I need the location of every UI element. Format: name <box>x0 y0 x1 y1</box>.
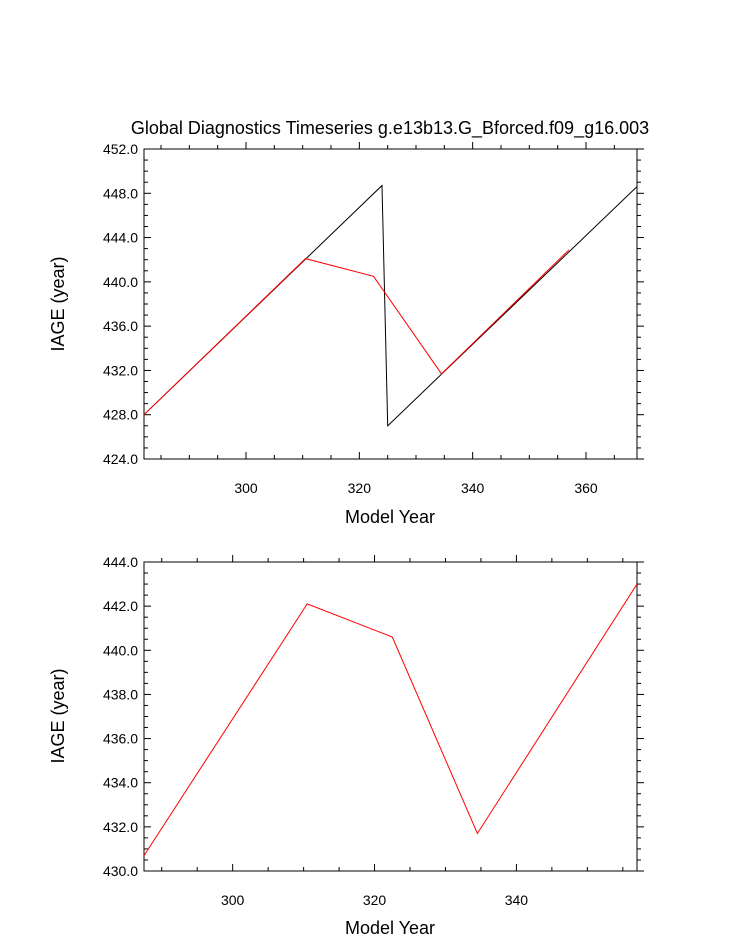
series-line-black <box>143 184 638 427</box>
y-tick-label: 444.0 <box>103 554 138 570</box>
y-tick-label: 440.0 <box>103 642 138 658</box>
y-tick-label: 428.0 <box>103 407 138 423</box>
plot-frame <box>143 561 638 872</box>
bottom-panel: Model Year IAGE (year) 300 320 340 430.0 432… <box>48 554 644 938</box>
x-axis-label: Model Year <box>345 918 435 938</box>
x-tick-label: 340 <box>505 892 529 908</box>
x-tick-label: 340 <box>461 480 485 496</box>
series-line-red <box>143 583 638 856</box>
y-tick-label: 448.0 <box>103 185 138 201</box>
series-line-red <box>143 249 570 416</box>
x-tick-label: 300 <box>234 480 258 496</box>
y-axis-label: IAGE (year) <box>48 668 68 763</box>
y-tick-label: 432.0 <box>103 819 138 835</box>
y-tick-label: 430.0 <box>103 863 138 879</box>
plot-frame <box>143 148 638 460</box>
y-tick-label: 434.0 <box>103 775 138 791</box>
y-tick-label: 440.0 <box>103 274 138 290</box>
x-tick-label: 300 <box>221 892 245 908</box>
y-tick-label: 436.0 <box>103 318 138 334</box>
x-tick-label: 360 <box>574 480 598 496</box>
chart-title: Global Diagnostics Timeseries g.e13b13.G… <box>131 118 649 139</box>
x-axis-label: Model Year <box>345 507 435 527</box>
x-tick-label: 320 <box>363 892 387 908</box>
x-tick-label: 320 <box>348 480 372 496</box>
y-tick-label: 452.0 <box>103 141 138 157</box>
y-axis-label: IAGE (year) <box>48 256 68 351</box>
y-tick-label: 432.0 <box>103 362 138 378</box>
top-panel: Global Diagnostics Timeseries g.e13b13.G… <box>48 118 649 527</box>
y-tick-label: 424.0 <box>103 451 138 467</box>
y-tick-label: 444.0 <box>103 230 138 246</box>
y-tick-label: 438.0 <box>103 686 138 702</box>
y-tick-label: 442.0 <box>103 598 138 614</box>
y-tick-label: 436.0 <box>103 731 138 747</box>
